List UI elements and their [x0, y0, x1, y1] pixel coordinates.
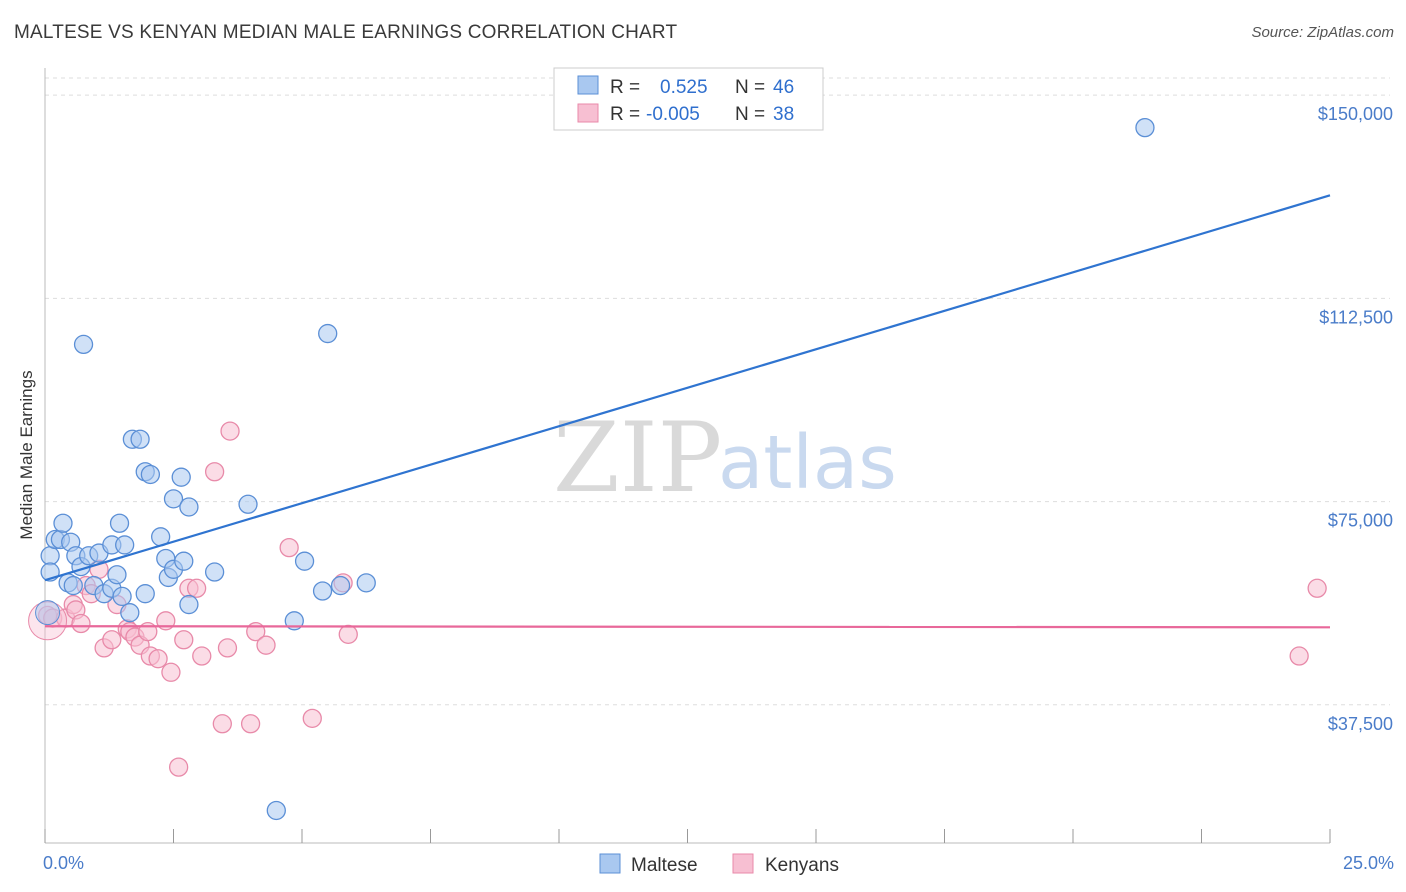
- maltese-point: [318, 323, 338, 344]
- maltese-point: [294, 551, 315, 571]
- kenyan-point: [174, 630, 194, 650]
- kenyan-point: [192, 646, 212, 666]
- kenyan-point: [302, 708, 322, 728]
- kenyan-point: [148, 649, 168, 669]
- watermark-zip: ZIP: [553, 402, 722, 514]
- kenyan-point: [1289, 646, 1309, 666]
- kenyan-point: [161, 662, 181, 682]
- kenyan-trend-line: [44, 625, 1331, 629]
- maltese-point: [163, 489, 184, 509]
- x-ticks: [44, 829, 1331, 843]
- maltese-point-cluster: [35, 600, 61, 626]
- maltese-series-label: Maltese: [631, 855, 698, 876]
- y-axis-label: Median Male Earnings: [17, 370, 36, 539]
- maltese-point: [174, 551, 194, 571]
- maltese-point: [356, 573, 376, 593]
- maltese-point: [130, 429, 150, 449]
- watermark-atlas: atlas: [718, 420, 897, 506]
- kenyan-legend-swatch: [577, 103, 599, 123]
- kenyan-series-swatch: [732, 853, 754, 874]
- trend-lines: [44, 194, 1331, 629]
- maltese-point: [53, 513, 73, 533]
- maltese-n-value: 46: [773, 77, 794, 98]
- y-tick-labels: $37,500 $75,000 $112,500 $150,000: [1318, 104, 1393, 734]
- kenyan-point: [279, 537, 299, 558]
- maltese-r-label: R =: [610, 77, 640, 98]
- maltese-point: [63, 575, 83, 596]
- kenyan-point: [71, 613, 91, 634]
- maltese-point: [312, 581, 333, 601]
- kenyan-point: [338, 624, 358, 644]
- maltese-point: [115, 535, 135, 555]
- maltese-point: [179, 497, 199, 517]
- kenyan-r-label: R =: [610, 104, 640, 125]
- maltese-point: [266, 800, 286, 821]
- kenyan-point: [1307, 578, 1327, 598]
- kenyan-point: [168, 757, 189, 777]
- maltese-point: [40, 546, 60, 566]
- y-tick-label: $112,500: [1319, 307, 1393, 327]
- watermark: ZIP atlas: [553, 402, 897, 514]
- kenyan-point: [102, 630, 122, 650]
- kenyan-n-label: N =: [735, 104, 765, 125]
- kenyan-point: [186, 578, 207, 598]
- kenyan-point: [220, 421, 240, 441]
- stats-legend-box: [553, 67, 824, 131]
- kenyan-point: [204, 462, 225, 482]
- maltese-point: [238, 494, 258, 514]
- maltese-point: [179, 594, 199, 615]
- chart-source: Source: ZipAtlas.com: [1251, 24, 1394, 41]
- maltese-trend-line: [44, 194, 1331, 582]
- stats-legend: R = 0.525 N = 46 R = -0.005 N = 38: [553, 67, 824, 131]
- maltese-points: [35, 117, 1155, 821]
- maltese-point: [109, 513, 130, 533]
- maltese-r-value: 0.525: [660, 77, 708, 98]
- y-tick-label: $37,500: [1328, 714, 1393, 734]
- maltese-point: [73, 334, 94, 355]
- maltese-point: [284, 611, 304, 631]
- maltese-point: [120, 603, 140, 623]
- kenyan-series-label: Kenyans: [765, 855, 839, 876]
- grid-lines: [45, 77, 1390, 706]
- kenyan-point: [240, 714, 261, 734]
- maltese-series-swatch: [599, 853, 621, 874]
- maltese-point: [171, 467, 191, 487]
- y-tick-label: $150,000: [1318, 104, 1393, 124]
- maltese-point: [1135, 117, 1155, 138]
- maltese-point: [135, 584, 155, 604]
- maltese-point: [140, 464, 161, 485]
- kenyan-point: [217, 638, 238, 658]
- y-tick-label: $75,000: [1328, 511, 1393, 531]
- maltese-legend-swatch: [577, 75, 599, 95]
- maltese-point: [330, 575, 351, 596]
- maltese-point: [204, 562, 225, 582]
- maltese-n-label: N =: [735, 77, 765, 98]
- x-tick-label-min: 0.0%: [43, 853, 84, 873]
- maltese-point: [112, 586, 132, 607]
- kenyan-n-value: 38: [773, 104, 794, 125]
- kenyan-r-value: -0.005: [646, 104, 700, 125]
- kenyan-point: [256, 635, 276, 655]
- series-legend: Maltese Kenyans: [599, 853, 839, 876]
- kenyan-point: [212, 714, 232, 734]
- x-tick-label-max: 25.0%: [1343, 853, 1394, 873]
- maltese-point: [107, 565, 127, 585]
- chart-title: MALTESE VS KENYAN MEDIAN MALE EARNINGS C…: [14, 22, 678, 43]
